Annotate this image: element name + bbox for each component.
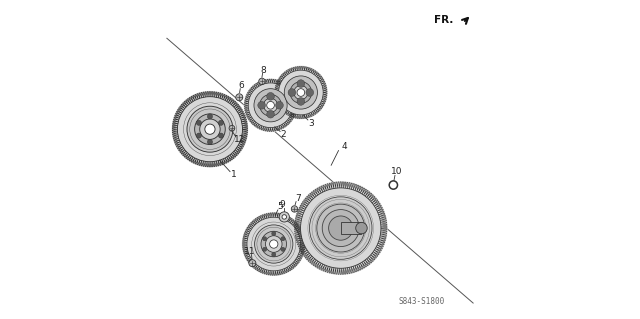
Text: 7: 7 [295, 194, 301, 203]
Text: 11: 11 [244, 247, 256, 256]
Circle shape [294, 85, 308, 100]
Circle shape [262, 247, 267, 251]
Polygon shape [244, 79, 297, 131]
Circle shape [229, 125, 235, 131]
Circle shape [301, 188, 381, 268]
Circle shape [297, 98, 305, 105]
Circle shape [279, 212, 289, 222]
Circle shape [195, 114, 225, 145]
Circle shape [218, 133, 223, 138]
Circle shape [291, 206, 298, 212]
Circle shape [322, 210, 359, 247]
Circle shape [267, 101, 275, 109]
Circle shape [200, 119, 220, 139]
Circle shape [276, 101, 284, 109]
Circle shape [281, 247, 285, 251]
Polygon shape [275, 66, 327, 119]
Text: 3: 3 [308, 119, 314, 128]
Circle shape [297, 80, 305, 87]
Text: 9: 9 [280, 200, 285, 209]
Bar [340, 222, 362, 234]
Text: 2: 2 [280, 130, 286, 139]
Circle shape [356, 222, 367, 234]
Text: 10: 10 [391, 167, 403, 176]
Text: 8: 8 [260, 66, 266, 75]
Circle shape [260, 94, 282, 116]
Circle shape [264, 98, 278, 112]
Circle shape [261, 231, 287, 257]
Circle shape [271, 253, 276, 256]
Circle shape [254, 89, 287, 122]
Circle shape [306, 89, 314, 96]
Circle shape [290, 82, 312, 103]
Circle shape [207, 139, 212, 145]
Text: 6: 6 [238, 81, 244, 90]
Circle shape [177, 97, 243, 162]
Text: S843-S1800: S843-S1800 [398, 297, 444, 306]
Text: FR.: FR. [434, 15, 453, 25]
Circle shape [297, 89, 305, 96]
Polygon shape [243, 213, 305, 275]
Circle shape [266, 236, 282, 252]
Circle shape [278, 70, 323, 115]
Circle shape [284, 76, 317, 109]
Circle shape [236, 94, 243, 101]
Circle shape [310, 197, 372, 259]
Circle shape [196, 133, 202, 138]
Circle shape [255, 225, 293, 263]
Circle shape [187, 106, 233, 152]
Circle shape [288, 89, 296, 96]
Circle shape [267, 110, 275, 118]
Circle shape [249, 260, 256, 267]
Circle shape [262, 237, 267, 241]
Circle shape [267, 93, 275, 100]
Circle shape [281, 237, 285, 241]
Circle shape [259, 78, 265, 85]
Text: 4: 4 [341, 142, 347, 151]
Text: 1: 1 [231, 170, 237, 179]
Circle shape [196, 120, 202, 125]
Circle shape [247, 217, 301, 271]
Circle shape [207, 114, 212, 119]
Circle shape [218, 120, 223, 125]
Circle shape [271, 232, 276, 235]
Circle shape [258, 101, 266, 109]
Circle shape [317, 204, 365, 252]
Text: 5: 5 [277, 202, 283, 211]
Circle shape [328, 216, 353, 240]
Circle shape [248, 83, 293, 128]
Text: 12: 12 [234, 135, 245, 144]
Circle shape [282, 215, 287, 219]
Polygon shape [294, 182, 387, 274]
Circle shape [269, 240, 278, 248]
Polygon shape [172, 92, 248, 167]
Circle shape [205, 124, 215, 134]
